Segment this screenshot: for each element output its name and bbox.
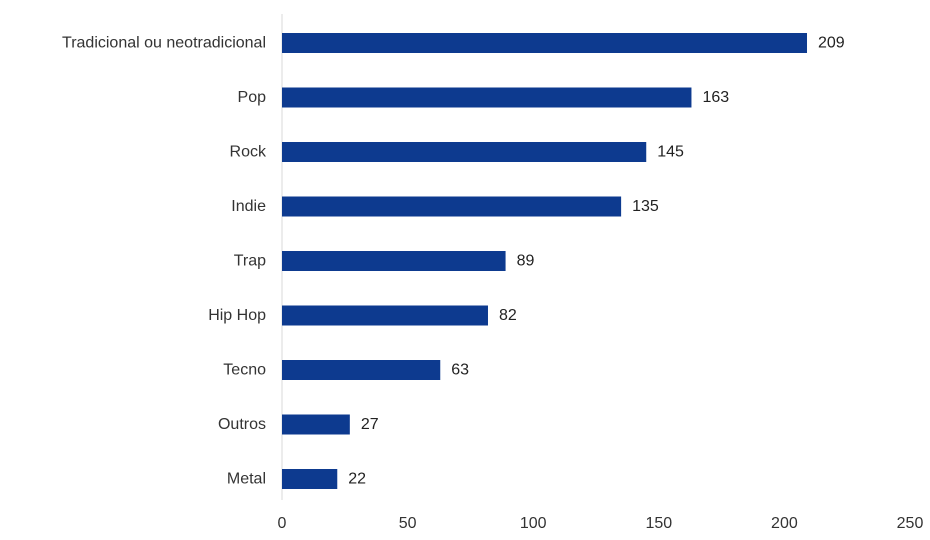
bar	[282, 414, 350, 435]
value-label: 89	[517, 253, 535, 270]
value-label: 209	[818, 35, 845, 52]
value-label: 63	[451, 362, 469, 379]
value-label: 27	[361, 416, 379, 433]
category-label: Indie	[231, 198, 266, 215]
category-label: Metal	[227, 471, 266, 488]
category-labels: Tradicional ou neotradicional Pop Rock Indi…	[62, 35, 267, 488]
x-tick-label: 100	[520, 515, 547, 532]
bar	[282, 196, 622, 217]
value-label: 145	[657, 144, 684, 161]
category-label: Tecno	[223, 362, 266, 379]
category-label: Outros	[218, 416, 266, 433]
value-label: 22	[348, 471, 366, 488]
x-axis-ticks: 0 50 100 150 200 250	[278, 515, 924, 532]
category-label: Hip Hop	[208, 307, 266, 324]
category-label: Tradicional ou neotradicional	[62, 35, 266, 52]
category-label: Trap	[234, 253, 266, 270]
x-tick-label: 200	[771, 515, 798, 532]
x-tick-label: 0	[278, 515, 287, 532]
bars-layer	[282, 33, 808, 489]
bar	[282, 305, 488, 326]
value-labels: 209 163 145 135 89 82 63 27 22	[348, 35, 845, 488]
x-tick-label: 50	[399, 515, 417, 532]
value-label: 135	[632, 198, 659, 215]
bar	[282, 87, 692, 108]
bar	[282, 251, 506, 271]
bar	[282, 142, 647, 162]
category-label: Pop	[238, 89, 267, 106]
value-label: 82	[499, 307, 517, 324]
bar	[282, 469, 338, 489]
bar	[282, 360, 441, 380]
x-tick-label: 250	[897, 515, 924, 532]
bar	[282, 33, 808, 53]
category-label: Rock	[230, 144, 267, 161]
value-label: 163	[702, 89, 729, 106]
x-tick-label: 150	[645, 515, 672, 532]
